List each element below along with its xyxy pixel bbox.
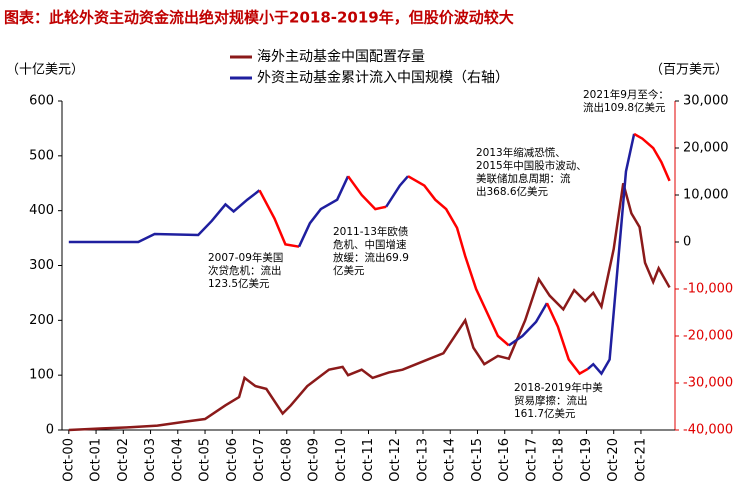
x-tick-label: Oct-06 <box>225 438 240 482</box>
x-tick-label: Oct-14 <box>443 438 458 482</box>
x-tick-label: Oct-15 <box>470 438 485 482</box>
series-line <box>347 175 387 211</box>
series-line <box>68 189 261 244</box>
annotation: 贸易摩擦：流出 <box>514 394 588 407</box>
annotation: 161.7亿美元 <box>514 407 576 420</box>
annotation: 放缓：流出69.9 <box>333 251 409 264</box>
y-tick-label: 500 <box>29 148 54 163</box>
x-tick-label: Oct-21 <box>633 438 648 482</box>
y-tick-label: 600 <box>29 94 54 109</box>
x-tick-label: Oct-19 <box>579 438 594 482</box>
annotation: 2015年中国股市波动、 <box>476 159 587 172</box>
x-tick-label: Oct-07 <box>252 438 267 482</box>
y2-tick-label: 20,000 <box>683 141 729 156</box>
x-tick-label: Oct-08 <box>279 438 294 482</box>
x-tick-label: Oct-13 <box>415 438 430 482</box>
x-tick-label: Oct-01 <box>89 438 104 482</box>
x-tick-label: Oct-09 <box>307 438 322 482</box>
y2-tick-label: -10,000 <box>683 282 733 297</box>
x-tick-label: Oct-03 <box>143 438 158 482</box>
series-line <box>68 182 671 432</box>
x-tick-label: Oct-00 <box>61 438 76 482</box>
y2-tick-label: 30,000 <box>683 94 729 109</box>
annotation: 流出109.8亿美元 <box>583 101 666 114</box>
legend-label: 海外主动基金中国配置存量 <box>257 48 425 65</box>
y2-tick-label: 0 <box>683 235 691 250</box>
series-line <box>297 175 350 248</box>
x-tick-label: Oct-11 <box>361 438 376 482</box>
annotation: 美联储加息周期：流 <box>476 172 571 185</box>
x-tick-label: Oct-10 <box>334 438 349 482</box>
y2-axis-label: （百万美元） <box>650 63 728 78</box>
annotation: 123.5亿美元 <box>208 277 270 290</box>
annotation: 亿美元 <box>333 264 365 277</box>
y-axis-label: （十亿美元） <box>6 63 84 78</box>
y-tick-label: 0 <box>46 423 54 438</box>
y-tick-label: 300 <box>29 258 54 273</box>
x-tick-label: Oct-04 <box>170 438 185 482</box>
annotation: 2011-13年欧债 <box>333 225 408 238</box>
x-tick-label: Oct-16 <box>497 438 512 482</box>
x-tick-label: Oct-05 <box>198 438 213 482</box>
chart-title: 图表：此轮外资主动资金流出绝对规模小于2018-2019年，但股价波动较大 <box>4 9 514 27</box>
y-tick-label: 400 <box>29 203 54 218</box>
series-line <box>385 175 409 208</box>
y-tick-label: 200 <box>29 313 54 328</box>
annotation: 2018-2019年中美 <box>514 381 603 394</box>
annotation: 出368.6亿美元 <box>476 185 549 198</box>
annotation: 危机、中国增速 <box>333 238 407 251</box>
x-tick-label: Oct-20 <box>606 438 621 482</box>
x-tick-label: Oct-12 <box>388 438 403 482</box>
series-line <box>545 302 589 376</box>
y2-tick-label: -20,000 <box>683 329 733 344</box>
annotation: 2007-09年美国 <box>208 251 283 264</box>
annotation: 2013年缩减恐慌、 <box>476 146 566 159</box>
y2-tick-label: -40,000 <box>683 423 733 438</box>
series-line <box>587 133 636 376</box>
series-line <box>407 175 510 347</box>
x-tick-label: Oct-18 <box>552 438 567 482</box>
y2-tick-label: -30,000 <box>683 376 733 391</box>
x-tick-label: Oct-17 <box>524 438 539 482</box>
annotation: 次贷危机：流出 <box>208 264 282 277</box>
series-line <box>633 132 671 182</box>
y-tick-label: 100 <box>29 368 54 383</box>
legend-label: 外资主动基金累计流入中国规模（右轴） <box>257 69 509 86</box>
series-line <box>258 189 300 248</box>
x-tick-label: Oct-02 <box>116 438 131 482</box>
series-line <box>508 302 549 347</box>
annotation: 2021年9月至今： <box>583 88 669 101</box>
y2-tick-label: 10,000 <box>683 188 729 203</box>
